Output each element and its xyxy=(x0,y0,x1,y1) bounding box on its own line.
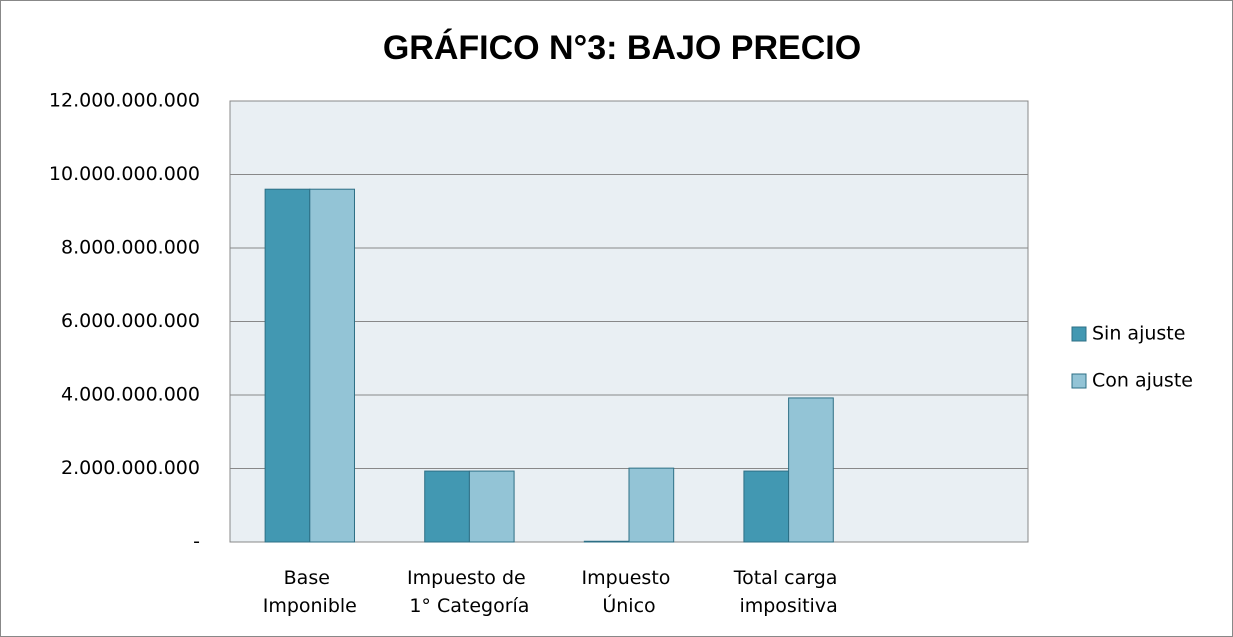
y-tick-label: 8.000.000.000 xyxy=(61,237,200,259)
y-tick-label: - xyxy=(193,531,200,553)
bar xyxy=(468,470,515,543)
legend-label: Con ajuste xyxy=(1092,370,1193,392)
legend-swatch xyxy=(1071,326,1087,342)
bar xyxy=(743,470,790,543)
legend-label: Sin ajuste xyxy=(1092,323,1185,345)
bar xyxy=(583,540,630,543)
y-tick-label: 4.000.000.000 xyxy=(61,384,200,406)
y-tick-label: 2.000.000.000 xyxy=(61,457,200,479)
legend-swatch xyxy=(1071,373,1087,389)
x-tick-label: Base Imponible xyxy=(263,567,357,617)
bar xyxy=(788,397,834,543)
bar xyxy=(424,470,470,543)
bar xyxy=(264,188,311,543)
y-tick-label: 10.000.000.000 xyxy=(49,163,200,185)
x-tick-label: Impuesto de 1° Categoría xyxy=(407,567,532,617)
bar xyxy=(309,188,355,543)
y-tick-label: 12.000.000.000 xyxy=(49,90,200,112)
x-tick-label: Impuesto Único xyxy=(582,567,677,617)
bar xyxy=(628,467,675,543)
y-tick-label: 6.000.000.000 xyxy=(61,310,200,332)
x-tick-label: Total carga impositiva xyxy=(733,567,844,617)
chart-title: GRÁFICO N°3: BAJO PRECIO xyxy=(383,29,861,67)
